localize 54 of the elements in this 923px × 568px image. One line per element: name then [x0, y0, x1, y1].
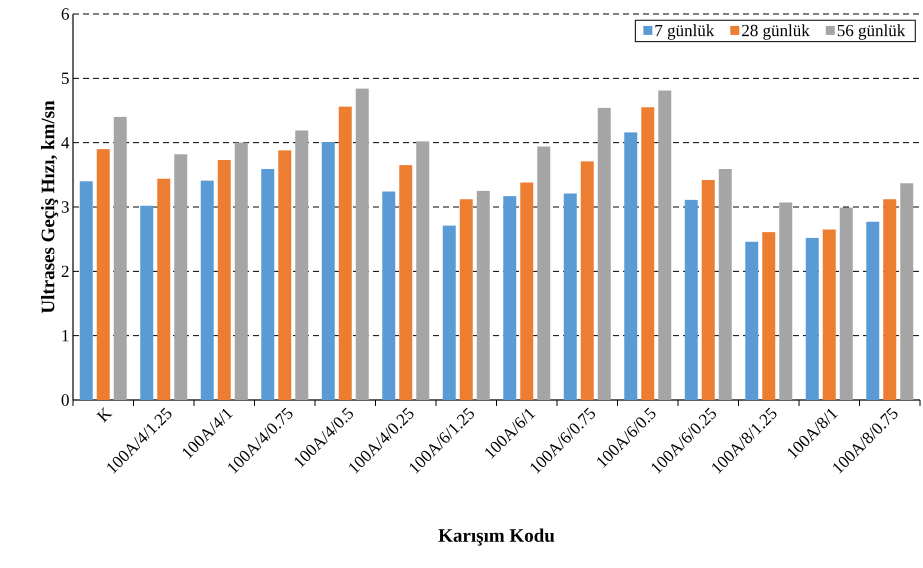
bar: [218, 160, 231, 400]
bar: [442, 226, 456, 400]
bar: [295, 130, 308, 400]
bar: [503, 196, 516, 400]
bar: [580, 161, 594, 400]
bar: [598, 108, 611, 400]
bar: [822, 230, 836, 400]
legend-label: 56 günlük: [838, 24, 906, 40]
bar: [322, 142, 335, 400]
bar: [476, 190, 490, 400]
y-tick-label: 5: [62, 72, 69, 84]
bar: [702, 180, 715, 400]
bar: [520, 182, 534, 400]
bar: [624, 132, 638, 400]
bar: [866, 222, 880, 400]
y-tick-label: 2: [62, 266, 69, 277]
y-tick-label: 4: [61, 137, 70, 148]
bar: [261, 169, 274, 400]
bar: [278, 150, 292, 400]
bar: [779, 202, 792, 400]
bar: [537, 146, 550, 400]
bar: [806, 238, 819, 400]
bar: [234, 142, 248, 400]
bar: [96, 149, 110, 400]
bar: [356, 88, 369, 400]
bar: [200, 180, 214, 400]
legend-label: 7 günlük: [655, 24, 714, 40]
bar: [883, 199, 896, 400]
bar: [338, 106, 352, 400]
bar: [745, 242, 758, 400]
bar: [658, 90, 672, 400]
legend-label: 28 günlük: [742, 24, 810, 40]
bar: [641, 107, 654, 400]
bar: [399, 165, 412, 400]
y-tick-label: 1: [62, 330, 68, 342]
x-axis-title: Karışım Kodu: [438, 528, 554, 546]
y-tick-label: 3: [62, 201, 69, 213]
bar: [840, 208, 853, 400]
bar: [460, 199, 473, 400]
bar: [900, 183, 914, 400]
bar: [564, 193, 577, 400]
bar: [718, 169, 732, 400]
y-tick-label: 0: [62, 394, 69, 406]
bar: [416, 141, 430, 400]
bar: [114, 116, 127, 400]
bar: [140, 206, 154, 400]
y-tick-label: 6: [62, 8, 69, 20]
bar: [174, 154, 188, 400]
bar: [762, 232, 776, 400]
y-axis-title: Ultrases Geçiş Hızı, km/sn: [41, 100, 58, 314]
bar: [382, 192, 396, 400]
bar: [157, 178, 170, 400]
bar: [684, 200, 698, 400]
bar: [80, 181, 93, 400]
